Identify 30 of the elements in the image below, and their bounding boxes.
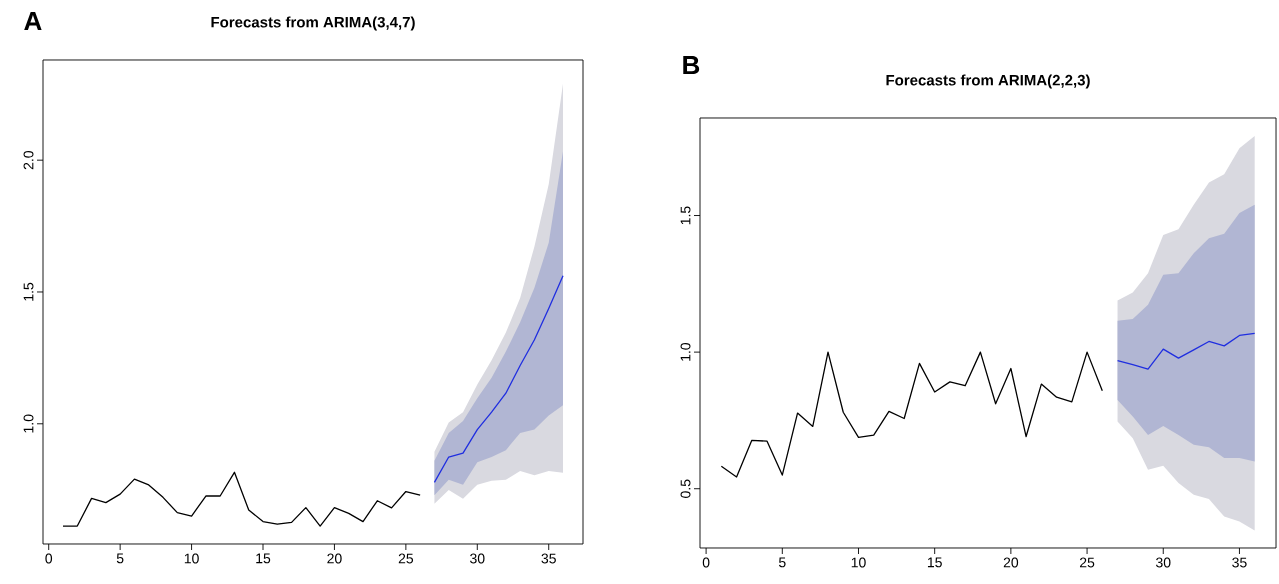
- chart-title: Forecasts from ARIMA(3,4,7): [211, 16, 415, 31]
- x-tick-label: 20: [327, 553, 342, 564]
- line-series: [62, 471, 421, 527]
- x-tick-label: 25: [398, 553, 414, 564]
- y-tick-label: 1.0: [23, 414, 34, 433]
- text: B: [683, 56, 700, 74]
- x-tick-label: 25: [1079, 557, 1095, 568]
- x-tick-label: 0: [45, 553, 53, 564]
- x-tick-label: 15: [927, 557, 942, 568]
- x-tick-label: 0: [702, 557, 710, 568]
- y-tick-label: 1.5: [23, 282, 34, 301]
- x-tick-label: 35: [541, 553, 556, 564]
- x-tick-label: 10: [184, 553, 199, 564]
- x-tick-label: 5: [116, 553, 124, 564]
- y-tick-label: 0.5: [680, 479, 691, 498]
- x-tick-label: 20: [1003, 557, 1019, 568]
- x-tick-label: 30: [470, 553, 485, 564]
- y-tick-label: 2.0: [23, 150, 34, 170]
- y-tick-label: 1.5: [680, 206, 691, 225]
- x-tick-label: 15: [256, 553, 271, 564]
- line-series: [720, 351, 1103, 478]
- y-tick-label: 1.0: [680, 342, 691, 361]
- x-tick-label: 35: [1232, 557, 1247, 568]
- line-series: [1116, 332, 1256, 370]
- x-tick-label: 10: [851, 557, 866, 568]
- x-tick-label: 30: [1156, 557, 1171, 568]
- chart-title: Forecasts from ARIMA(2,2,3): [886, 74, 1090, 89]
- x-tick-label: 5: [778, 557, 786, 568]
- line-series: [433, 274, 564, 483]
- text: A: [24, 12, 42, 30]
